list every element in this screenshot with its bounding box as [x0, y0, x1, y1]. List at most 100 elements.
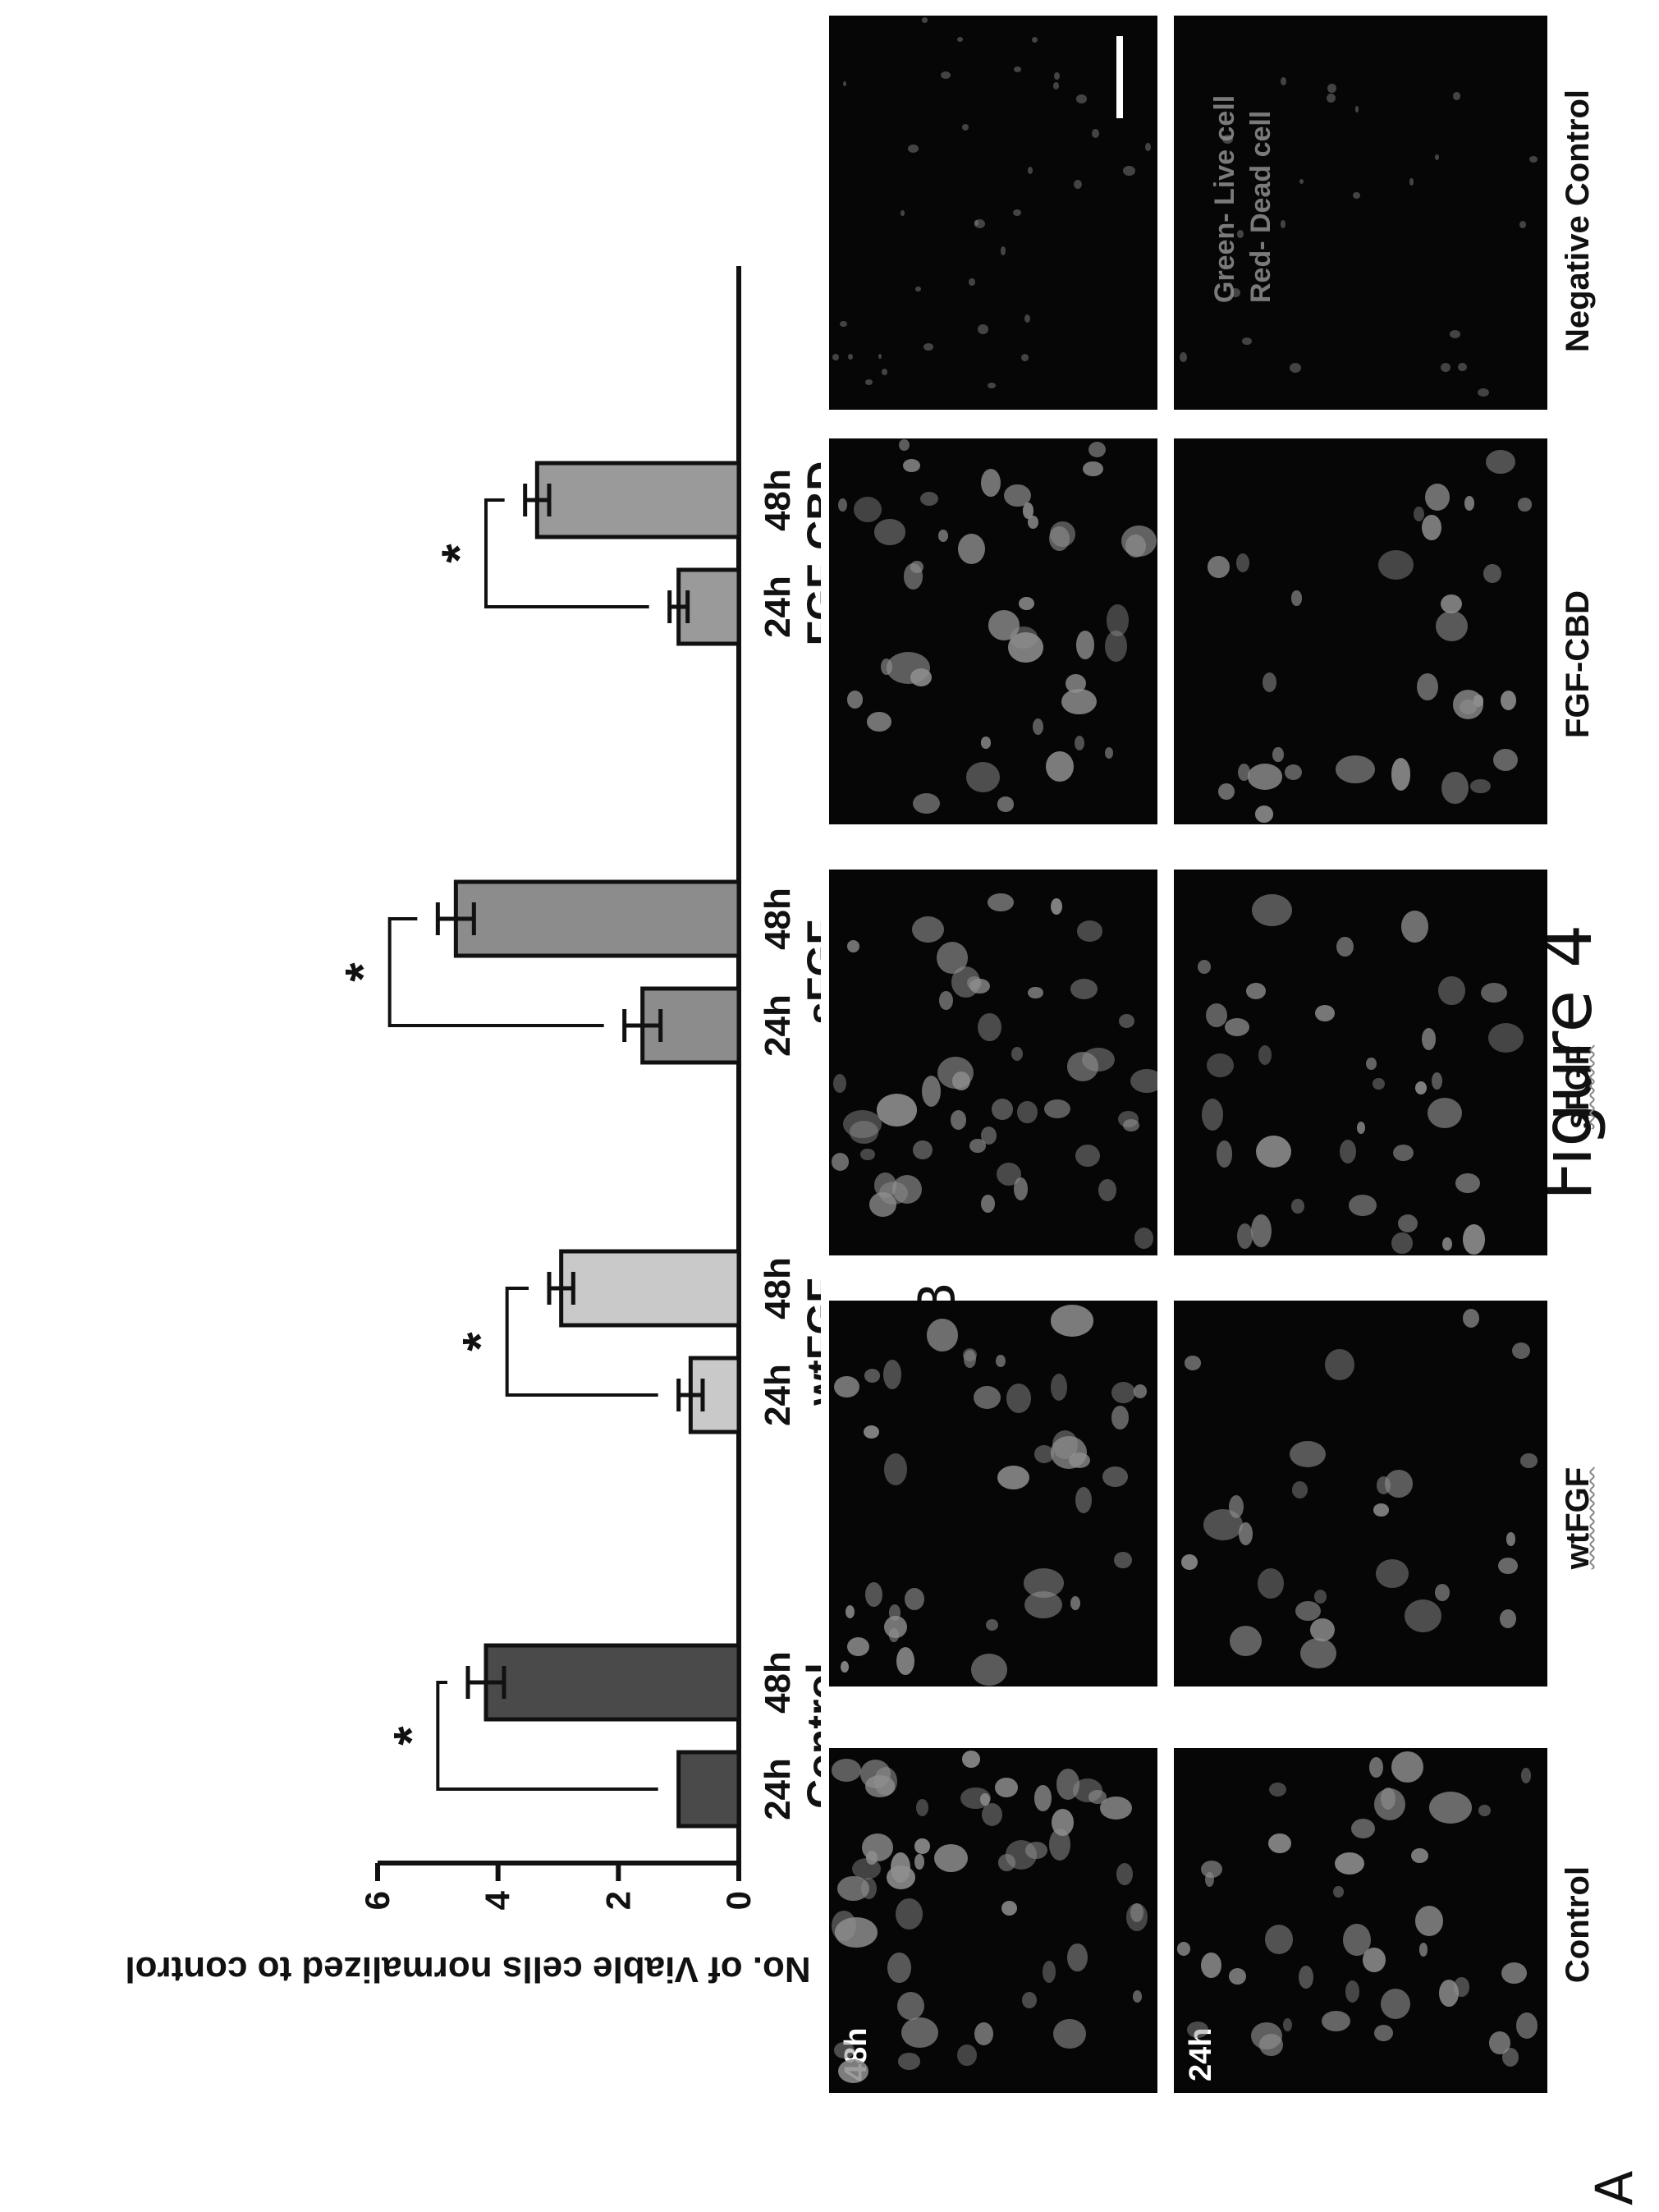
- cell-blob: [861, 1878, 878, 1900]
- bar-control-24h: [676, 1750, 741, 1829]
- cell-blob: [1280, 219, 1286, 229]
- cell-blob: [864, 1369, 881, 1383]
- cell-blob: [1119, 1014, 1135, 1029]
- x-tick-label: 24h: [758, 1758, 798, 1820]
- cell-blob: [1077, 920, 1103, 942]
- micrograph-control-48h: 48h: [829, 1748, 1157, 2093]
- cell-blob: [1207, 556, 1230, 578]
- cell-blob: [937, 1057, 974, 1090]
- cell-blob: [1133, 1990, 1143, 2003]
- cell-blob: [896, 1647, 914, 1676]
- significance-star: *: [336, 962, 391, 982]
- cell-blob: [1391, 758, 1411, 791]
- column-label-control: Control: [1560, 1866, 1596, 1984]
- cell-blob: [1027, 516, 1039, 530]
- cell-blob: [1255, 1135, 1292, 1168]
- x-tick-label: 24h: [758, 576, 798, 638]
- cell-blob: [901, 210, 905, 216]
- cell-blob: [1283, 2017, 1292, 2031]
- cell-blob: [957, 37, 964, 43]
- cell-blob: [1348, 1195, 1377, 1217]
- cell-blob: [1486, 450, 1515, 475]
- cell-blob: [840, 1660, 850, 1673]
- cell-blob: [1505, 1532, 1516, 1546]
- cell-blob: [1075, 1144, 1100, 1167]
- cell-blob: [1373, 1787, 1406, 1821]
- cell-blob: [832, 1911, 856, 1942]
- cell-blob: [1176, 1942, 1191, 1956]
- cell-blob: [1102, 1466, 1128, 1487]
- cell-blob: [901, 2017, 939, 2049]
- cell-blob: [1242, 337, 1252, 345]
- significance-star: *: [383, 1726, 438, 1746]
- cell-blob: [1218, 782, 1235, 801]
- column-label-wtfgf: wtFGF: [1560, 1466, 1596, 1570]
- cell-blob: [1299, 1965, 1314, 1989]
- cell-blob: [853, 497, 882, 523]
- cell-blob: [1187, 2021, 1208, 2038]
- cell-blob: [1291, 1199, 1304, 1214]
- significance-bracket: [387, 917, 604, 1027]
- column-label-fgf-cbd: FGF-CBD: [1560, 590, 1596, 738]
- cell-blob: [1225, 1018, 1249, 1037]
- cell-blob: [1053, 82, 1060, 89]
- cell-blob: [921, 17, 928, 23]
- cell-blob: [1074, 180, 1083, 189]
- cell-blob: [898, 2053, 920, 2070]
- cell-blob: [1105, 631, 1127, 662]
- cell-blob: [1345, 1980, 1360, 2003]
- cell-blob: [847, 939, 860, 952]
- cell-blob: [1054, 72, 1060, 80]
- cell-blob: [1434, 1583, 1450, 1602]
- x-tick-label: 48h: [758, 1257, 798, 1319]
- group-label-control: Control: [799, 1663, 821, 1809]
- cell-blob: [1285, 764, 1303, 780]
- cell-blob: [1517, 498, 1533, 512]
- cell-blob: [977, 1013, 1001, 1042]
- cell-blob: [1519, 220, 1526, 228]
- micrograph-fgfcbd-48h: [829, 438, 1157, 824]
- cell-blob: [1236, 230, 1244, 238]
- cell-blob: [1076, 631, 1095, 659]
- cell-blob: [1032, 36, 1038, 44]
- cell-blob: [903, 563, 923, 590]
- cell-blob: [1512, 1342, 1531, 1359]
- cell-blob: [1326, 93, 1336, 103]
- cell-blob: [1464, 496, 1474, 511]
- cell-blob: [981, 468, 1001, 497]
- cell-blob: [1401, 911, 1428, 943]
- cell-blob: [1428, 1098, 1463, 1129]
- cell-blob: [1252, 893, 1292, 927]
- cell-blob: [1391, 1232, 1414, 1255]
- cell-blob: [1027, 167, 1033, 175]
- x-tick-label: 24h: [758, 994, 798, 1057]
- cell-blob: [1516, 2012, 1538, 2039]
- cell-blob: [1497, 1557, 1518, 1574]
- cell-blob: [1417, 672, 1439, 701]
- cell-blob: [1050, 1305, 1094, 1337]
- cell-blob: [1254, 805, 1274, 824]
- cell-blob: [940, 71, 951, 80]
- cell-blob: [919, 491, 939, 506]
- cell-blob: [883, 1452, 908, 1485]
- cell-blob: [1366, 1057, 1377, 1071]
- cell-blob: [847, 354, 854, 360]
- micrograph-negative-48h: [829, 16, 1157, 410]
- cell-blob: [1111, 1405, 1130, 1430]
- cell-blob: [915, 287, 921, 292]
- cell-blob: [1114, 1551, 1133, 1569]
- cell-blob: [988, 893, 1014, 912]
- cell-blob: [1019, 596, 1034, 610]
- cell-blob: [958, 533, 986, 564]
- cell-blob: [1044, 1099, 1071, 1119]
- micrograph-sfgf-48h: [829, 870, 1157, 1255]
- scale-bar: [1116, 36, 1123, 118]
- cell-blob: [1289, 1441, 1327, 1468]
- cell-blob: [881, 369, 888, 375]
- cell-blob: [1327, 83, 1336, 94]
- significance-star: *: [453, 1332, 508, 1352]
- cell-blob: [1206, 1053, 1234, 1078]
- cell-blob: [1454, 1977, 1469, 1997]
- cell-blob: [1528, 156, 1538, 163]
- cell-blob: [1414, 506, 1425, 522]
